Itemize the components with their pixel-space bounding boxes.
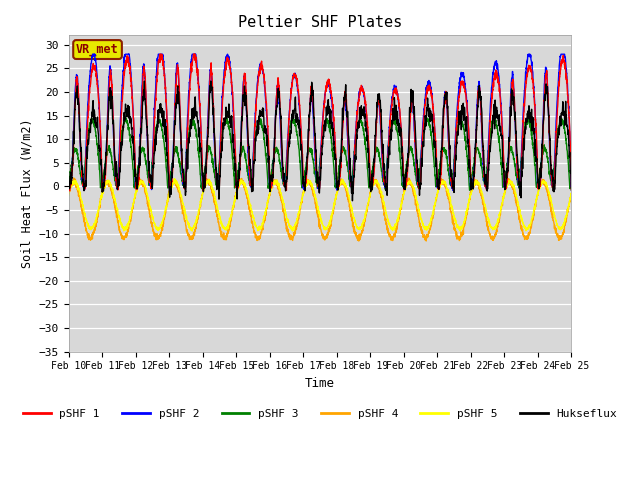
Text: VR_met: VR_met (76, 43, 119, 56)
Title: Peltier SHF Plates: Peltier SHF Plates (238, 15, 402, 30)
Y-axis label: Soil Heat Flux (W/m2): Soil Heat Flux (W/m2) (20, 119, 33, 268)
X-axis label: Time: Time (305, 377, 335, 390)
Legend: pSHF 1, pSHF 2, pSHF 3, pSHF 4, pSHF 5, Hukseflux: pSHF 1, pSHF 2, pSHF 3, pSHF 4, pSHF 5, … (19, 405, 621, 423)
